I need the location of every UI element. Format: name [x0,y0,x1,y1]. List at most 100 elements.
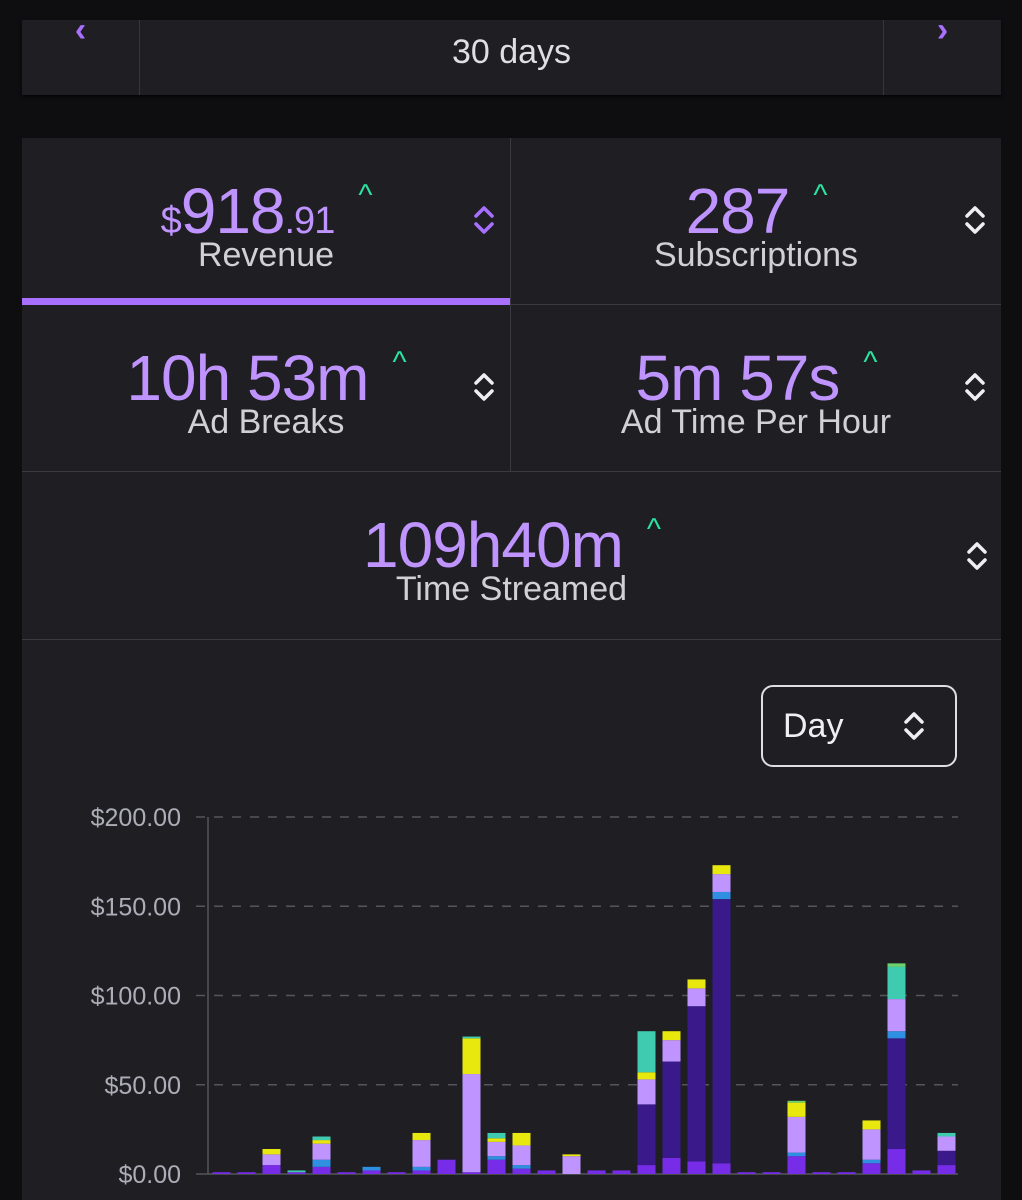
bar-segment-s4[interactable] [937,1136,956,1151]
bar-segment-s4[interactable] [412,1140,431,1167]
subscriptions-caption: Subscriptions [653,236,859,274]
bar-segment-s4[interactable] [787,1116,806,1153]
stat-tile-revenue[interactable]: $918.91 ^ Revenue [22,138,511,305]
bar-segment-s1[interactable] [262,1165,281,1174]
bar-segment-s6[interactable] [462,1036,481,1039]
bar-segment-s6[interactable] [937,1132,956,1137]
sort-arrows-icon[interactable] [965,538,989,574]
bar-segment-s5[interactable] [862,1120,881,1130]
bar-segment-s1[interactable] [787,1156,806,1174]
bar-segment-s2[interactable] [937,1150,956,1166]
bar-segment-s7[interactable] [887,963,906,967]
bar-segment-s5[interactable] [462,1038,481,1075]
bar-segment-s3[interactable] [512,1165,531,1169]
bar-segment-s5[interactable] [712,865,731,875]
bar-segment-s5[interactable] [262,1149,281,1155]
ad-breaks-caption: Ad Breaks [187,403,345,441]
bar-segment-s4[interactable] [637,1079,656,1105]
bar-segment-s4[interactable] [487,1141,506,1157]
bar-segment-s1[interactable] [812,1172,831,1174]
bar-segment-s1[interactable] [212,1172,231,1174]
bar-segment-s4[interactable] [862,1129,881,1160]
bar-segment-s1[interactable] [362,1170,381,1174]
bar-segment-s3[interactable] [412,1166,431,1171]
bar-segment-s1[interactable] [637,1165,656,1174]
bar-segment-s5[interactable] [662,1031,681,1041]
granularity-select[interactable]: Day [761,685,957,767]
trend-up-icon: ^ [863,346,877,379]
bar-segment-s4[interactable] [662,1040,681,1062]
sort-arrows-icon[interactable] [963,369,987,405]
bar-segment-s3[interactable] [712,891,731,900]
bar-segment-s3[interactable] [862,1159,881,1164]
bar-segment-s7[interactable] [787,1100,806,1103]
bar-segment-s2[interactable] [712,899,731,1164]
bar-segment-s1[interactable] [937,1165,956,1174]
bar-segment-s1[interactable] [412,1170,431,1174]
sort-arrows-icon[interactable] [472,369,496,405]
bar-segment-s4[interactable] [712,874,731,892]
previous-range-button[interactable]: ‹ [22,13,140,95]
bar-segment-s3[interactable] [887,1031,906,1039]
bar-segment-s1[interactable] [387,1172,406,1174]
bar-segment-s5[interactable] [562,1154,581,1157]
sort-arrows-icon[interactable] [963,202,987,238]
bar-segment-s4[interactable] [462,1074,481,1173]
bar-segment-s1[interactable] [512,1168,531,1174]
bar-segment-s1[interactable] [437,1159,456,1174]
stat-tile-ad-breaks[interactable]: 10h 53m ^ Ad Breaks [22,305,511,472]
bar-segment-s1[interactable] [612,1170,631,1174]
sort-arrows-icon[interactable] [472,202,496,238]
bar-segment-s1[interactable] [237,1172,256,1174]
bar-segment-s1[interactable] [337,1172,356,1174]
bar-segment-s5[interactable] [412,1132,431,1141]
bar-segment-s6[interactable] [312,1136,331,1141]
bar-segment-s6[interactable] [887,966,906,1000]
bar-segment-s2[interactable] [637,1104,656,1166]
bar-segment-s1[interactable] [762,1172,781,1174]
bar-segment-s4[interactable] [887,999,906,1032]
bar-segment-s6[interactable] [637,1031,656,1073]
bar-segment-s4[interactable] [562,1156,581,1174]
bar-segment-s4[interactable] [262,1154,281,1166]
bar-segment-s1[interactable] [912,1170,931,1174]
bar-segment-s2[interactable] [687,1006,706,1162]
bar-segment-s1[interactable] [312,1166,331,1174]
bar-segment-s4[interactable] [687,988,706,1007]
bar-segment-s5[interactable] [687,979,706,989]
stat-tile-ad-time-per-hour[interactable]: 5m 57s ^ Ad Time Per Hour [511,305,1001,472]
bar-segment-s1[interactable] [737,1172,756,1174]
bar-segment-s1[interactable] [712,1163,731,1174]
bar-segment-s3[interactable] [362,1166,381,1171]
bar-segment-s2[interactable] [887,1038,906,1150]
bar-segment-s6[interactable] [287,1170,306,1173]
bar-segment-s5[interactable] [512,1132,531,1146]
stat-tile-subscriptions[interactable]: 287 ^ Subscriptions [511,138,1001,305]
bar-segment-s5[interactable] [637,1072,656,1080]
bar-segment-s2[interactable] [662,1061,681,1158]
trend-up-icon: ^ [813,179,827,212]
bar-segment-s1[interactable] [287,1172,306,1174]
bar-segment-s1[interactable] [687,1161,706,1174]
bar-segment-s1[interactable] [837,1172,856,1174]
bar-segment-s1[interactable] [887,1149,906,1174]
bar-segment-s3[interactable] [312,1159,331,1167]
bar-segment-s3[interactable] [787,1152,806,1157]
stat-tile-time-streamed[interactable]: 109h40m ^ Time Streamed [22,472,1001,640]
bar-segment-s3[interactable] [487,1156,506,1160]
bar-segment-s5[interactable] [312,1140,331,1144]
bar-segment-s1[interactable] [462,1172,481,1174]
bar-segment-s1[interactable] [662,1157,681,1174]
bar-segment-s4[interactable] [312,1143,331,1160]
subscriptions-number: 287 [685,175,791,247]
bar-segment-s5[interactable] [487,1138,506,1142]
bar-segment-s1[interactable] [587,1170,606,1174]
bar-segment-s1[interactable] [487,1159,506,1174]
next-range-button[interactable]: › [883,13,1001,95]
currency-symbol: $ [160,200,182,242]
bar-segment-s1[interactable] [537,1170,556,1174]
bar-segment-s1[interactable] [862,1163,881,1174]
bar-segment-s6[interactable] [487,1132,506,1139]
bar-segment-s5[interactable] [787,1102,806,1117]
bar-segment-s4[interactable] [512,1145,531,1166]
